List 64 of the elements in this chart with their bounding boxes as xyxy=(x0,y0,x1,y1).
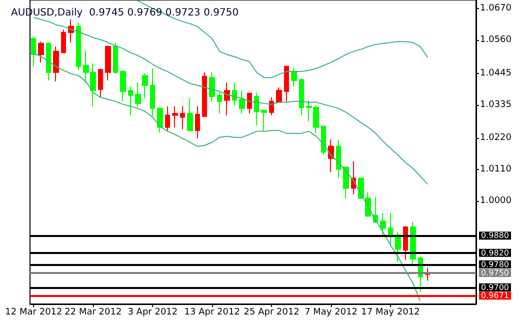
candlestick xyxy=(61,29,66,54)
candlestick xyxy=(284,66,289,102)
candlestick xyxy=(38,41,44,63)
y-tick-label: 1.0445 xyxy=(480,68,512,78)
candlestick xyxy=(76,22,81,71)
candlestick xyxy=(224,82,230,116)
candlestick xyxy=(195,106,200,139)
candlestick xyxy=(321,124,326,156)
candlestick xyxy=(232,82,237,106)
candlestick xyxy=(105,45,111,81)
y-tick-label: 1.0560 xyxy=(480,35,512,46)
candlestick xyxy=(98,69,103,98)
candlestick xyxy=(269,96,274,116)
candlestick xyxy=(113,42,118,74)
y-tick-label: 1.0110 xyxy=(480,164,512,175)
x-tick-label: 12 Mar 2012 xyxy=(5,308,62,318)
candlestick xyxy=(46,42,51,81)
candlestick xyxy=(53,46,59,82)
candlestick xyxy=(150,68,155,117)
candlestick xyxy=(254,92,259,126)
ref-line-label: 0.9700 xyxy=(481,282,509,292)
candlestick xyxy=(187,98,193,132)
candlestick xyxy=(380,212,386,237)
line-series xyxy=(33,17,428,185)
candlestick xyxy=(142,73,148,99)
candlestick xyxy=(291,67,297,87)
x-tick-label: 13 Apr 2012 xyxy=(184,308,240,318)
candlestick xyxy=(120,70,126,102)
candlestick xyxy=(157,106,163,133)
candlestick xyxy=(172,106,178,128)
candlestick xyxy=(328,138,334,173)
candlestick xyxy=(358,178,364,200)
ref-line-label: 0.9880 xyxy=(481,231,509,240)
ref-line-label: 0.9820 xyxy=(481,248,509,258)
x-tick-label: 7 May 2012 xyxy=(304,308,358,318)
candlestick xyxy=(239,90,245,114)
candlestick xyxy=(403,226,408,261)
candlestick xyxy=(209,72,215,102)
candlestick xyxy=(165,106,170,131)
candlestick xyxy=(276,86,282,103)
candlestick xyxy=(388,212,393,246)
y-tick-label: 1.0670 xyxy=(480,4,512,14)
x-tick-label: 17 May 2012 xyxy=(361,308,420,318)
candlestick xyxy=(202,72,207,117)
x-tick-label: 3 Apr 2012 xyxy=(128,308,178,318)
candlestick xyxy=(261,108,267,132)
candlestick xyxy=(343,166,349,199)
x-tick-label: 22 Mar 2012 xyxy=(64,308,122,318)
candlestick xyxy=(336,140,341,179)
y-tick-label: 1.0335 xyxy=(480,100,512,110)
candlestick xyxy=(247,92,252,114)
candlestick xyxy=(299,78,304,116)
candlestick xyxy=(135,82,141,107)
ref-line-label: 0.9750 xyxy=(481,268,509,278)
candlestick xyxy=(128,86,133,116)
candlestick xyxy=(31,36,36,67)
x-tick-label: 25 Apr 2012 xyxy=(244,308,300,318)
line-series xyxy=(33,52,421,302)
ref-line-label: 0.9780 xyxy=(481,260,509,269)
y-tick-label: 1.0220 xyxy=(480,132,512,143)
y-tick-label: 1.0000 xyxy=(480,196,512,206)
candlestick xyxy=(217,92,222,114)
ref-line-label: 0.9671 xyxy=(481,291,509,300)
candlestick xyxy=(180,106,185,130)
